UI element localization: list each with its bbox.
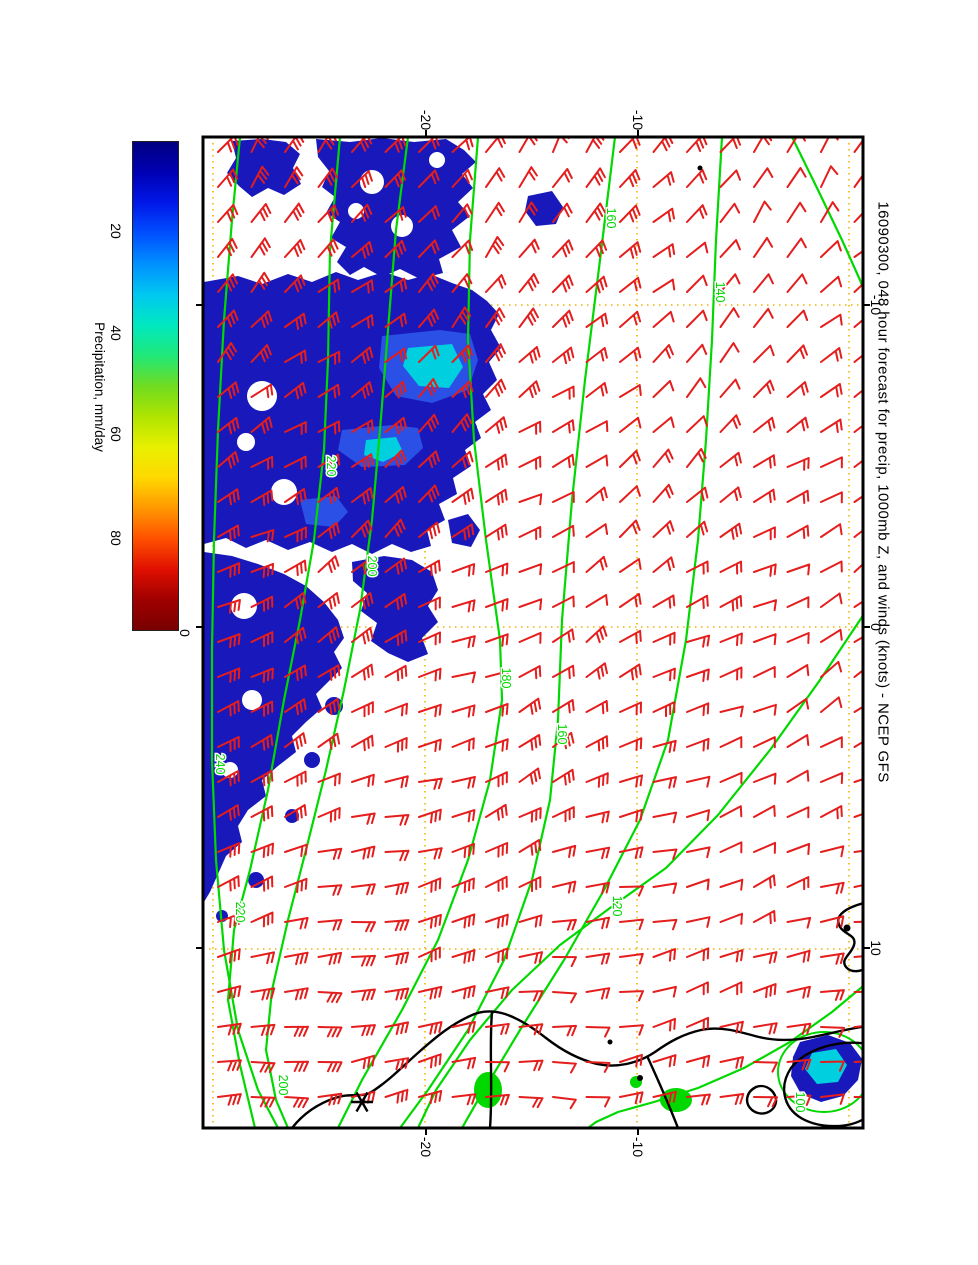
map-content: 240 220 220 200 200 180 160 160 140 120 100: [203, 137, 863, 1128]
colorbar-tick-80: 80: [108, 530, 124, 546]
axis-tick-right-0: 0: [868, 623, 884, 631]
island-speck: [697, 165, 703, 171]
contour-label: 140: [713, 282, 727, 303]
colorbar-tick-40: 40: [108, 325, 124, 341]
precip-hole: [231, 593, 257, 619]
contour-label: 120: [610, 896, 624, 917]
height-contour: [264, 137, 410, 1128]
height-contour: [210, 137, 280, 1128]
height-contour: [416, 613, 863, 1128]
axis-tick-bottom--20: -20: [418, 1136, 434, 1158]
precip-heavy-core: [805, 1049, 847, 1084]
contour-label: 220: [233, 902, 247, 923]
coastline: [783, 1041, 863, 1128]
plot-title: 16090300, 048 hour forecast for precip, …: [874, 201, 892, 783]
axis-tick-right-10: 10: [868, 940, 884, 956]
precip-hole: [348, 203, 364, 219]
contour-label: 160: [555, 724, 569, 745]
precip-speck: [248, 872, 264, 888]
precip-area: [352, 556, 438, 662]
wind-barb-field: [217, 137, 863, 1110]
contour-label: 200: [365, 556, 379, 577]
height-contour: [336, 137, 504, 1128]
precip-speck: [304, 752, 320, 768]
map-border: [201, 135, 865, 1130]
height-contour: [460, 137, 724, 1128]
precip-area: [525, 191, 563, 226]
coastline: [745, 1084, 778, 1115]
colorbar-tick-60: 60: [108, 426, 124, 442]
axis-tick-bottom--10: -10: [630, 1136, 646, 1158]
precip-hole: [271, 479, 297, 505]
coastline: [290, 1010, 863, 1128]
height-contour: [586, 984, 863, 1128]
contour-ring: [474, 1072, 502, 1108]
island-speck: [843, 924, 851, 932]
colorbar-gradient: [132, 141, 179, 631]
island-speck: [607, 1039, 613, 1045]
axis-tick-right--10: -10: [868, 294, 884, 316]
precip-area: [204, 272, 501, 554]
contour-label: 180: [499, 668, 513, 689]
contour-ring: [777, 1031, 863, 1113]
precip-heavy-core: [300, 496, 348, 527]
precip-hole: [242, 690, 262, 710]
precip-hole: [247, 381, 277, 411]
axis-tick-top--20: -20: [418, 109, 434, 131]
coastline: [646, 1056, 680, 1128]
colorbar-label: Precipitation, mm/day: [91, 322, 107, 452]
precip-speck: [285, 809, 299, 823]
contour-label: 100: [793, 1092, 807, 1113]
contour-label: 200: [276, 1075, 290, 1096]
axis-tick-top--10: -10: [630, 109, 646, 131]
colorbar-tick-0: 0: [177, 629, 193, 637]
precip-heavy-core: [403, 344, 463, 388]
island-speck: [637, 1075, 643, 1081]
precip-heavy-core: [364, 437, 403, 462]
contour-label: 240: [213, 754, 227, 775]
contour-label: 220: [324, 456, 338, 477]
precip-hole: [237, 433, 255, 451]
coastline: [488, 1010, 494, 1128]
station-marker: [351, 1091, 373, 1113]
precip-hole: [429, 152, 445, 168]
contour-label: 160: [604, 208, 618, 229]
height-contour: [226, 137, 342, 1128]
colorbar-tick-20: 20: [108, 223, 124, 239]
